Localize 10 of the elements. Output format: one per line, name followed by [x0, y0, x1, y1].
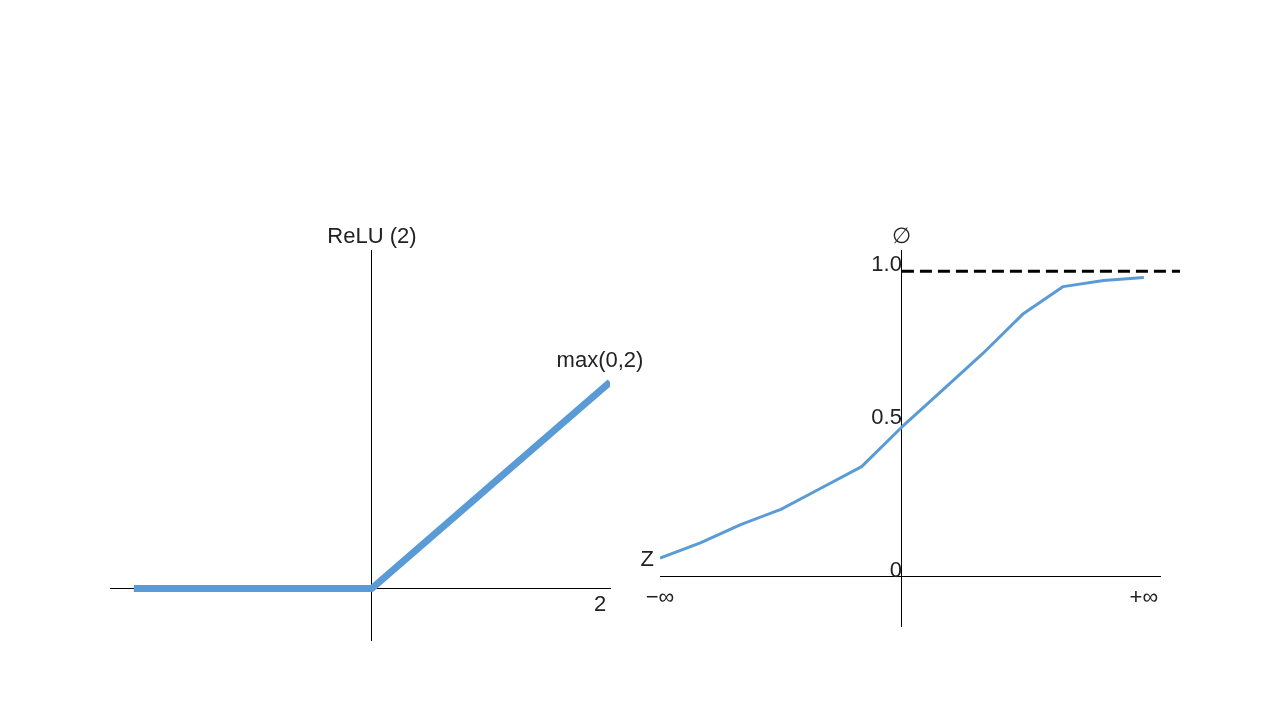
y-axis-title: ∅: [892, 223, 912, 249]
y-axis-title: ReLU (2): [327, 223, 417, 249]
x-axis-title: 2: [593, 591, 607, 617]
text: max(0,2): [556, 347, 644, 373]
y-tick-label: 0: [889, 556, 902, 582]
x-tick-label: −∞: [645, 583, 675, 609]
y-tick-label: 0.5: [871, 403, 902, 429]
x-axis-title: Z: [640, 545, 654, 571]
x-tick-label: +∞: [1129, 583, 1159, 609]
y-tick-label: 1.0: [871, 251, 902, 277]
